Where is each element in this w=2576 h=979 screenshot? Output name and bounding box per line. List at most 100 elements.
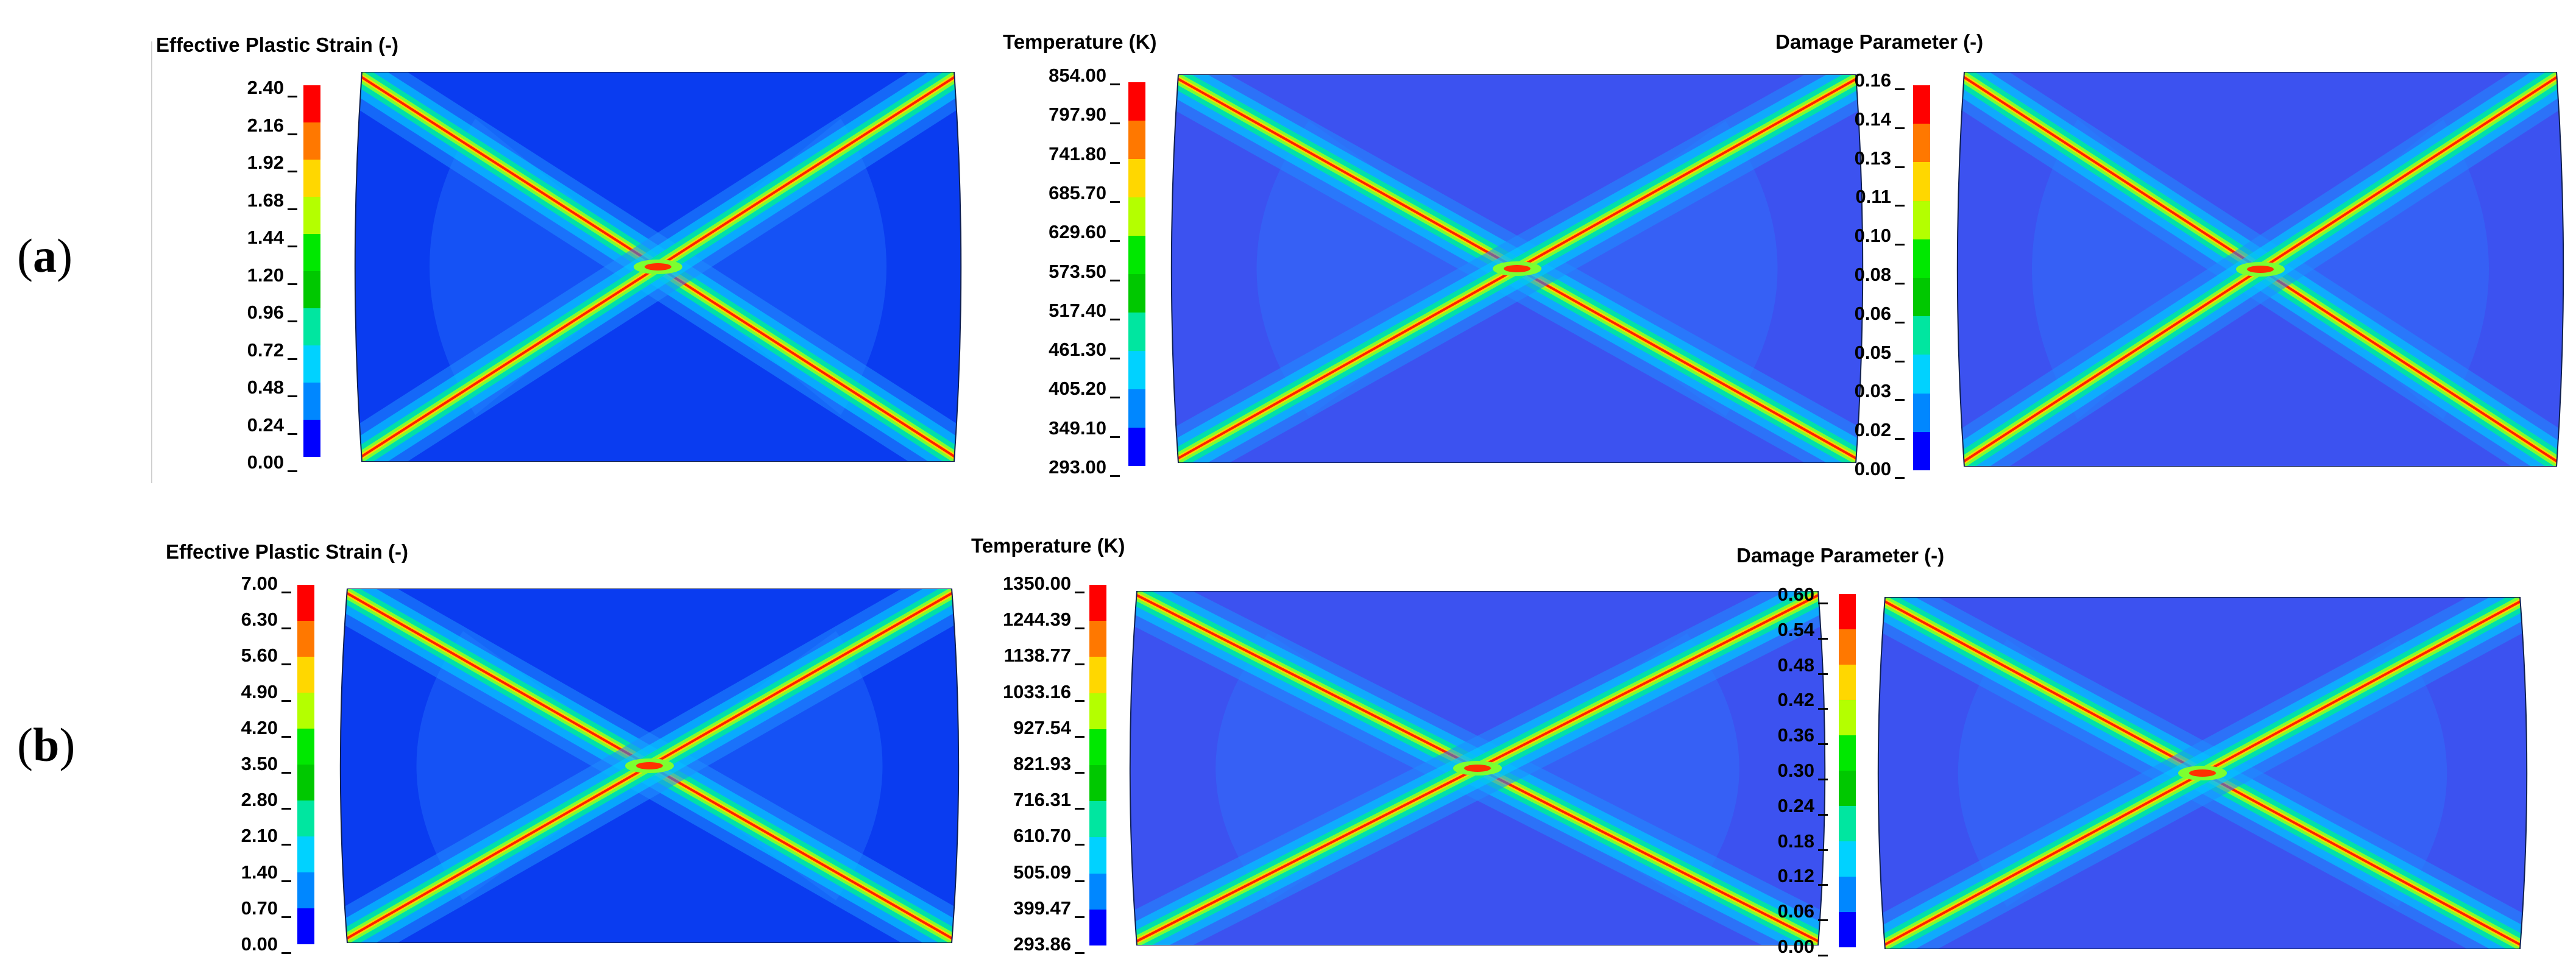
legend-segment xyxy=(297,693,314,729)
legend-segment xyxy=(1839,700,1856,735)
halo-region xyxy=(1256,121,1517,417)
contour-plot xyxy=(339,588,960,943)
legend-tick-label: 0.24 xyxy=(1663,796,1828,816)
legend-tick-label: 7.00 xyxy=(127,574,291,593)
legend-tick-label: 0.00 xyxy=(1663,937,1828,956)
legend-tick-label: 0.42 xyxy=(1663,690,1828,710)
band-intersection-core xyxy=(1504,265,1530,272)
legend-tick-label: 1033.16 xyxy=(920,682,1085,702)
legend-segment xyxy=(1128,389,1145,428)
legend-segment xyxy=(1089,801,1106,838)
legend-tick-label: 0.70 xyxy=(127,899,291,918)
legend-tick-label: 927.54 xyxy=(920,718,1085,738)
legend-segment xyxy=(303,308,320,345)
band-intersection-core xyxy=(2247,266,2274,273)
legend-tick-label: 405.20 xyxy=(955,379,1120,398)
panel-title: Effective Plastic Strain (-) xyxy=(156,34,398,56)
halo-region xyxy=(430,118,658,415)
legend-segment xyxy=(1839,841,1856,877)
legend-segment xyxy=(1128,351,1145,389)
legend-tick-label: 1.68 xyxy=(133,191,297,210)
legend-segment xyxy=(303,271,320,308)
legend-tick-label: 3.50 xyxy=(127,754,291,774)
halo-region xyxy=(2260,119,2489,420)
legend-tick-label: 573.50 xyxy=(955,262,1120,281)
legend-tick-label: 1.44 xyxy=(133,228,297,247)
legend-tick-label: 1.92 xyxy=(133,153,297,172)
legend-tick-label: 2.10 xyxy=(127,826,291,846)
band-intersection-core xyxy=(636,762,663,769)
legend-segment xyxy=(1128,121,1145,159)
legend-segment xyxy=(303,122,320,160)
legend-segment xyxy=(303,197,320,234)
legend-tick-label: 0.06 xyxy=(1740,304,1905,323)
legend-tick-label: 0.00 xyxy=(127,935,291,954)
legend-tick-label: 399.47 xyxy=(920,899,1085,918)
legend-segment xyxy=(297,836,314,872)
legend-segment xyxy=(1089,693,1106,729)
panel-title: Damage Parameter (-) xyxy=(1736,544,1945,567)
legend-segment xyxy=(297,801,314,836)
legend-segment xyxy=(1913,316,1930,355)
legend-segment xyxy=(1839,912,1856,947)
legend-segment xyxy=(303,160,320,197)
legend-tick-label: 1138.77 xyxy=(920,646,1085,665)
color-legend xyxy=(1089,585,1106,945)
legend-tick-label: 685.70 xyxy=(955,183,1120,203)
panel-title: Damage Parameter (-) xyxy=(1775,30,1984,53)
legend-tick-label: 6.30 xyxy=(127,610,291,629)
legend-segment xyxy=(303,345,320,383)
legend-tick-label: 0.13 xyxy=(1740,149,1905,168)
legend-tick-label: 0.05 xyxy=(1740,343,1905,362)
legend-tick-label: 0.12 xyxy=(1663,866,1828,886)
legend-tick-label: 293.00 xyxy=(955,458,1120,477)
legend-segment xyxy=(1839,629,1856,665)
legend-segment xyxy=(1913,431,1930,470)
legend-segment xyxy=(1839,735,1856,771)
color-legend xyxy=(1839,594,1856,947)
legend-segment xyxy=(1839,771,1856,806)
legend-segment xyxy=(1089,765,1106,802)
legend-segment xyxy=(1839,665,1856,700)
legend-segment xyxy=(1839,594,1856,629)
legend-segment xyxy=(297,657,314,693)
legend-segment xyxy=(1913,124,1930,163)
legend-segment xyxy=(1128,82,1145,121)
legend-segment xyxy=(297,585,314,621)
legend-tick-label: 1244.39 xyxy=(920,610,1085,629)
legend-tick-label: 741.80 xyxy=(955,144,1120,164)
legend-segment xyxy=(303,420,320,457)
specimen-outline xyxy=(1956,72,2564,467)
legend-tick-label: 0.00 xyxy=(133,453,297,472)
legend-tick-label: 2.80 xyxy=(127,790,291,810)
legend-segment xyxy=(1089,909,1106,945)
band-intersection-core xyxy=(2189,769,2216,777)
legend-segment xyxy=(1128,236,1145,274)
legend-tick-label: 821.93 xyxy=(920,754,1085,774)
legend-segment xyxy=(1128,428,1145,466)
legend-segment xyxy=(303,383,320,420)
legend-segment xyxy=(1128,274,1145,313)
legend-segment xyxy=(297,621,314,657)
legend-tick-label: 0.02 xyxy=(1740,420,1905,440)
color-legend xyxy=(1128,82,1145,466)
legend-tick-label: 4.90 xyxy=(127,682,291,702)
legend-tick-label: 0.08 xyxy=(1740,265,1905,285)
legend-segment xyxy=(1089,837,1106,874)
legend-tick-label: 0.10 xyxy=(1740,226,1905,246)
legend-segment xyxy=(1089,621,1106,657)
color-legend xyxy=(1913,85,1930,470)
contour-plot xyxy=(1877,597,2528,949)
halo-region xyxy=(658,118,886,415)
legend-segment xyxy=(1128,313,1145,351)
legend-segment xyxy=(297,765,314,801)
legend-segment xyxy=(1839,877,1856,912)
legend-tick-label: 0.00 xyxy=(1740,459,1905,479)
specimen-outline xyxy=(1877,597,2528,949)
legend-tick-label: 0.60 xyxy=(1663,585,1828,604)
legend-tick-label: 0.18 xyxy=(1663,832,1828,851)
legend-segment xyxy=(297,729,314,765)
row-label-a: (a) xyxy=(17,229,73,282)
band-intersection-core xyxy=(645,263,671,270)
legend-tick-label: 349.10 xyxy=(955,419,1120,438)
